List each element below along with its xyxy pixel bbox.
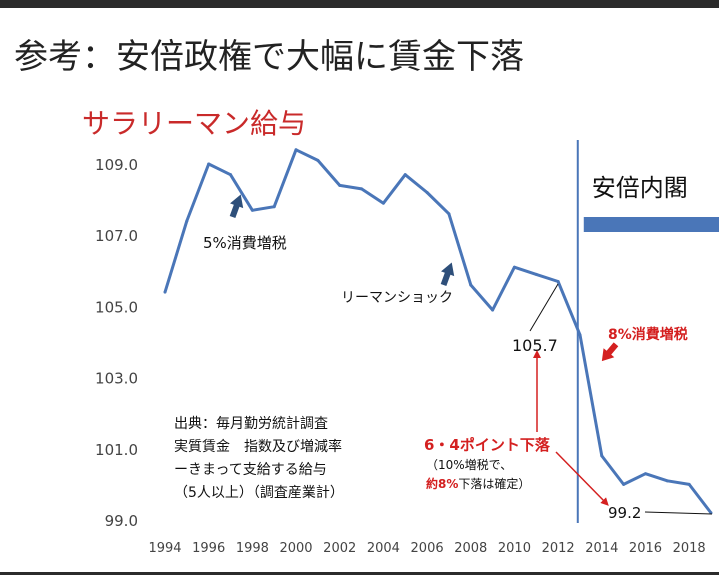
data-point	[534, 272, 538, 276]
data-point	[643, 472, 647, 476]
y-tick-label: 99.0	[105, 512, 138, 530]
x-tick-label: 2002	[323, 541, 356, 556]
drop-main-label: 6・4ポイント下落	[424, 436, 551, 454]
y-axis: 99.0 101.0 103.0 105.0 107.0 109.0	[95, 156, 138, 530]
series-line	[163, 148, 713, 514]
data-points	[163, 148, 713, 515]
drop-sub-label-2: 約8%下落は確定）	[426, 476, 530, 491]
data-point	[556, 279, 560, 283]
x-tick-label: 1994	[148, 541, 181, 556]
lehman-label: リーマンショック	[341, 290, 453, 306]
data-point	[229, 173, 233, 177]
y-tick-label: 105.0	[95, 298, 138, 316]
drop-arrow-down	[555, 451, 609, 506]
data-point	[665, 479, 669, 483]
tax5-label: 5%消費増税	[203, 234, 287, 252]
slide-background	[0, 8, 719, 572]
data-point	[425, 190, 429, 194]
x-tick-label: 2004	[367, 541, 400, 556]
data-point	[687, 482, 691, 486]
x-tick-label: 1996	[192, 541, 225, 556]
annotations: 5%消費増税 リーマンショック 8%消費増税 105.7 99.2 6・4ポイン…	[174, 194, 713, 522]
source-line-4: （5人以上）（調査産業計）	[174, 485, 344, 501]
tax8-arrow	[601, 342, 619, 362]
lehman-arrow	[440, 262, 455, 287]
data-point	[600, 454, 604, 458]
y-tick-label: 109.0	[95, 156, 138, 174]
x-tick-label: 2016	[629, 541, 662, 556]
abe-cabinet-label: 安倍内閣	[592, 174, 688, 202]
data-point	[469, 283, 473, 287]
data-point	[272, 205, 276, 209]
abe-cabinet-bar	[583, 217, 719, 232]
data-point	[316, 158, 320, 162]
source-line-2: 実質賃金 指数及び増減率	[174, 438, 342, 455]
data-point	[578, 333, 582, 337]
x-tick-label: 2010	[498, 541, 531, 556]
value-label-1057: 105.7	[512, 336, 558, 355]
x-tick-label: 2008	[454, 541, 487, 556]
leader-1057	[529, 283, 559, 332]
x-tick-label: 1998	[236, 541, 269, 556]
source-line-3: ーきまって支給する給与	[174, 462, 327, 478]
x-tick-label: 2006	[411, 541, 444, 556]
y-tick-label: 107.0	[95, 227, 138, 245]
data-point	[207, 162, 211, 166]
data-point	[512, 265, 516, 269]
data-point	[381, 201, 385, 205]
data-point	[403, 173, 407, 177]
data-point	[338, 183, 342, 187]
x-axis: 1994 1996 1998 2000 2002 2004 2006 2008 2010 2012…	[148, 541, 705, 556]
drop-sub-label-1: （10%増税で、	[426, 458, 512, 472]
data-point	[185, 219, 189, 223]
y-tick-label: 103.0	[95, 370, 138, 388]
x-tick-label: 2012	[542, 541, 575, 556]
x-tick-label: 2018	[673, 541, 706, 556]
value-label-992: 99.2	[608, 504, 641, 522]
tax5-arrow	[229, 194, 244, 219]
data-point	[250, 208, 254, 212]
data-point	[294, 148, 298, 152]
source-line-1: 出典：毎月勤労統計調査	[174, 416, 328, 432]
x-tick-label: 2000	[279, 541, 312, 556]
data-point	[163, 290, 167, 294]
leader-992	[644, 511, 713, 515]
tax8-label: 8%消費増税	[608, 326, 688, 343]
chart-title: サラリーマン給与	[82, 107, 306, 140]
data-point	[360, 187, 364, 191]
slide-title: 参考：安倍政権で大幅に賃金下落	[14, 37, 524, 77]
drop-sub-rest: 下落は確定）	[458, 476, 530, 491]
data-point	[622, 482, 626, 486]
drop-sub-red: 約8%	[426, 476, 458, 491]
data-point	[491, 308, 495, 312]
data-point	[447, 212, 451, 216]
x-tick-label: 2014	[585, 541, 618, 556]
y-tick-label: 101.0	[95, 441, 138, 459]
